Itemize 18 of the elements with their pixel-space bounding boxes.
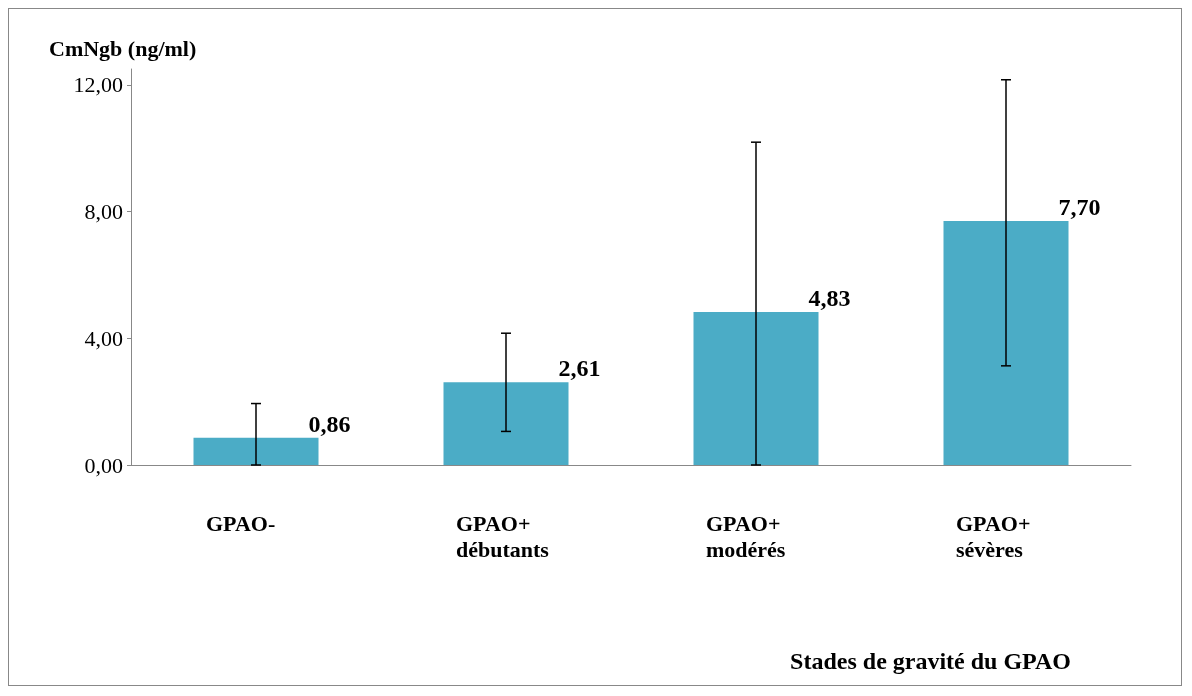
y-axis-title: CmNgb (ng/ml) [49, 35, 197, 61]
data-label: 0,86 [308, 410, 351, 437]
x-tick-label: GPAO- [206, 510, 276, 536]
y-tick-label: 0,00 [84, 452, 123, 478]
data-label: 2,61 [558, 355, 601, 382]
bar [943, 221, 1069, 465]
x-axis-title: Stades de gravité du GPAO [790, 648, 1071, 674]
x-tick-label: GPAO+ débutants [456, 510, 550, 562]
bar [443, 382, 569, 465]
y-tick-label: 12,00 [73, 72, 123, 98]
y-tick-label: 8,00 [84, 199, 123, 225]
data-label: 7,70 [1058, 194, 1101, 221]
y-tick-label: 4,00 [84, 325, 123, 351]
x-tick-label: GPAO+ modérés [706, 510, 786, 562]
x-tick-label: GPAO+ sévères [956, 510, 1031, 562]
bar [193, 437, 319, 465]
data-label: 4,83 [808, 284, 851, 311]
bar [693, 311, 819, 465]
